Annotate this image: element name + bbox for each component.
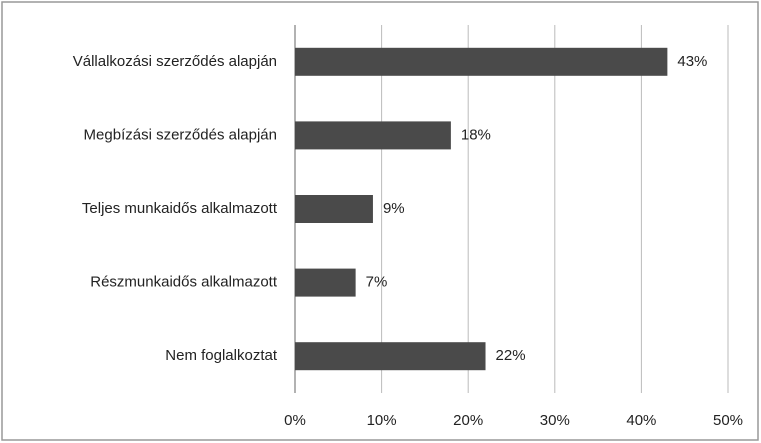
y-tick-label: Vállalkozási szerződés alapján [73,53,277,70]
bar [295,195,373,223]
value-label: 9% [383,200,405,217]
x-tick-label: 10% [367,412,397,429]
value-label: 22% [496,347,526,364]
y-tick-label: Megbízási szerződés alapján [84,126,277,143]
x-tick-label: 0% [284,412,306,429]
x-tick-label: 20% [453,412,483,429]
x-tick-label: 40% [626,412,656,429]
bar [295,268,356,297]
bar [295,47,668,76]
y-tick-label: Nem foglalkoztat [165,347,278,364]
bar [295,342,486,371]
bar [295,121,451,150]
x-tick-label: 30% [540,412,570,429]
value-label: 43% [677,53,707,70]
value-label: 18% [461,126,491,143]
y-tick-label: Részmunkaidős alkalmazott [90,274,278,291]
x-tick-label: 50% [713,412,743,429]
y-tick-label: Teljes munkaidős alkalmazott [82,200,278,217]
value-label: 7% [366,274,388,291]
